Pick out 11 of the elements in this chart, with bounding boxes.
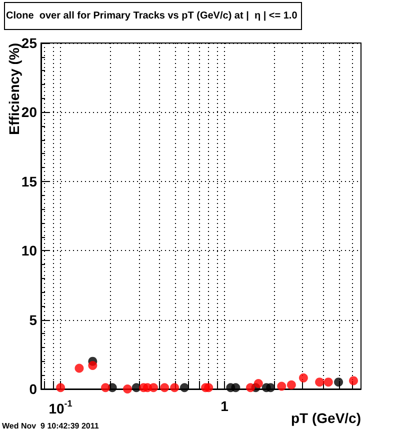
x-axis-title: pT (GeV/c) xyxy=(290,410,361,426)
x-tick-label: 1 xyxy=(220,398,229,414)
y-tick-label: 25 xyxy=(21,35,38,51)
y-tick-label: 10 xyxy=(21,242,38,259)
y-tick-label: 5 xyxy=(29,312,38,328)
text: Wed Nov 9 10:42:39 2011 xyxy=(2,422,100,430)
chart-title: Clone over all for Primary Tracks vs pT (GeV/c) at | η | <= 1.0 xyxy=(6,10,298,22)
y-tick-label: 20 xyxy=(21,104,38,120)
y-tick-label: 0 xyxy=(29,381,38,397)
y-axis-title: Efficiency (%) xyxy=(6,43,22,135)
y-tick-label: 15 xyxy=(21,173,38,190)
